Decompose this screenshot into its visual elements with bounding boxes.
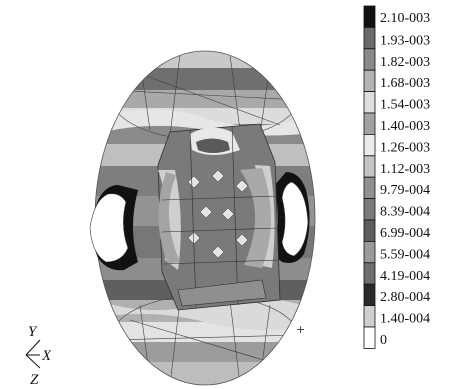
axis-label-y: Y [28, 324, 38, 340]
legend-swatch [363, 48, 376, 71]
axis-triad [25, 339, 41, 369]
legend-swatch [363, 26, 376, 50]
legend-label: 1.26-003 [380, 140, 430, 155]
legend-label: 1.82-003 [380, 55, 430, 70]
legend-swatch [363, 198, 376, 221]
legend-label: 9.79-004 [380, 183, 430, 198]
legend-swatch [363, 112, 376, 135]
legend-swatch [363, 133, 376, 157]
legend-swatch [363, 326, 376, 349]
contour-model [89, 50, 316, 386]
legend-label: 1.68-003 [380, 76, 430, 91]
legend-label: 1.54-003 [380, 98, 430, 113]
legend-label: 2.10-003 [380, 11, 430, 26]
legend-swatch [363, 240, 376, 264]
legend-swatch [363, 69, 376, 92]
axis-label-z: Z [30, 372, 39, 388]
plus-marker: + [296, 323, 305, 336]
color-legend: 2.10-003 1.93-003 1.82-003 1.68-003 1.54-003… [363, 5, 430, 349]
legend-label: 8.39-004 [380, 205, 430, 220]
center-plate [157, 123, 281, 311]
legend-swatch [363, 91, 376, 114]
legend-label: 5.59-004 [380, 247, 430, 262]
legend-swatch [363, 5, 376, 28]
legend-label: 1.12-003 [380, 162, 430, 177]
legend-swatch [363, 155, 376, 178]
legend-label: 0 [380, 333, 387, 348]
legend-swatch [363, 262, 376, 285]
legend-swatch [363, 283, 376, 307]
legend-label: 1.93-003 [380, 33, 430, 48]
legend-label: 1.40-003 [380, 119, 430, 134]
legend-label: 2.80-004 [380, 290, 430, 305]
axis-label-x: X [41, 348, 52, 364]
legend-label: 1.40-004 [380, 312, 430, 327]
legend-label: 4.19-004 [380, 269, 430, 284]
legend-swatch [363, 219, 376, 242]
legend-swatch [363, 176, 376, 199]
legend-label: 6.99-004 [380, 226, 430, 241]
legend-swatch [363, 305, 376, 328]
